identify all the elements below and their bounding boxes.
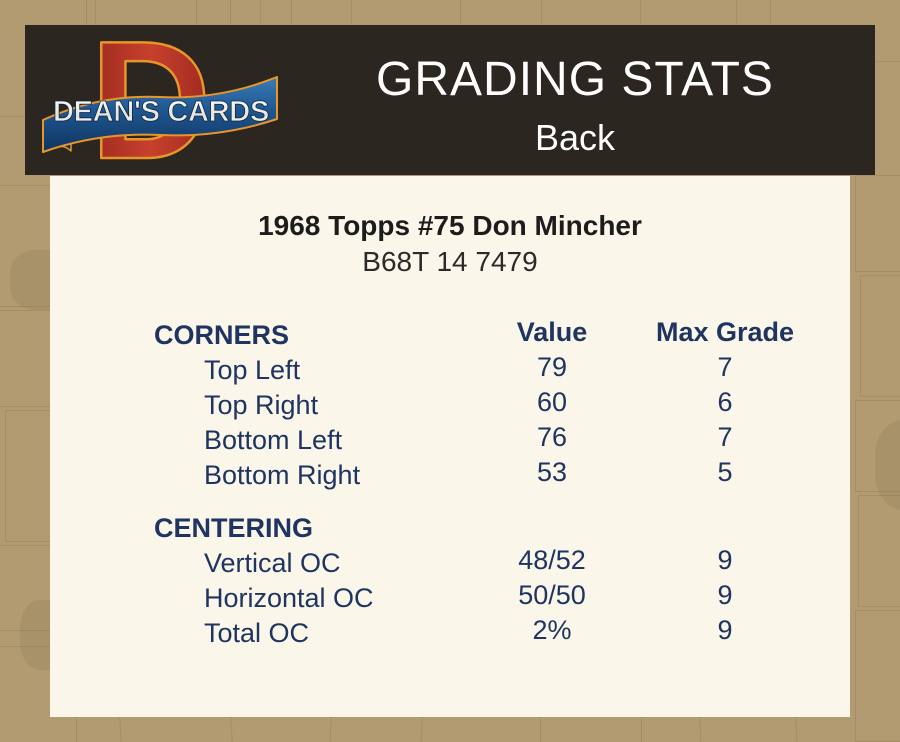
svg-text:DEAN'S CARDS: DEAN'S CARDS (53, 96, 269, 128)
